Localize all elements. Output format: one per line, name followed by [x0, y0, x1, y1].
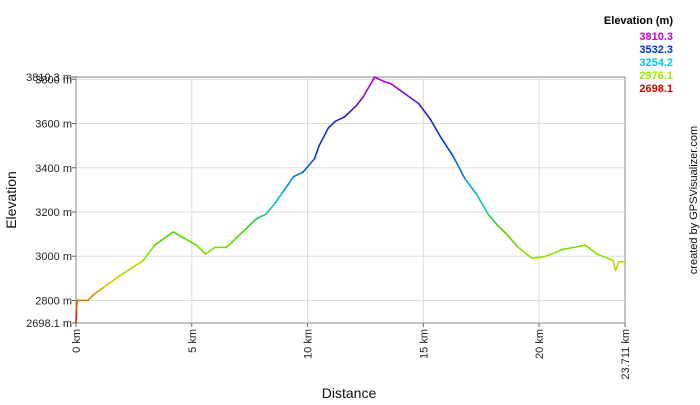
plot-area — [76, 77, 625, 323]
legend-entry: 2698.1 — [639, 83, 673, 95]
y-tick-label: 3200 m — [35, 207, 72, 219]
y-tick-label: 3400 m — [35, 163, 72, 175]
x-tick-label: 5 km — [187, 329, 199, 353]
legend-entry: 3532.3 — [639, 44, 673, 56]
x-tick-label: 10 km — [303, 329, 315, 359]
x-axis-title: Distance — [322, 385, 377, 400]
x-tick-label: 0 km — [71, 329, 83, 353]
legend-entry: 2976.1 — [639, 70, 673, 82]
elevation-line-segment — [76, 300, 77, 309]
y-axis-title: Elevation — [3, 171, 19, 229]
x-tick-label: 15 km — [418, 329, 430, 359]
y-tick-label: 2800 m — [35, 295, 72, 307]
y-tick-label: 3000 m — [35, 251, 72, 263]
y-tick-label: 3600 m — [35, 119, 72, 131]
y-tick-label: 2698.1 m — [26, 318, 72, 330]
legend-entry: 3254.2 — [639, 57, 673, 69]
x-tick-label: 20 km — [534, 329, 546, 359]
legend-title: Elevation (m) — [604, 15, 673, 27]
credit-text: created by GPSVisualizer.com — [688, 126, 700, 274]
legend-entry: 3810.3 — [639, 31, 673, 43]
y-tick-label: 3810.3 m — [26, 72, 72, 84]
x-tick-label: 23.711 km — [620, 329, 632, 380]
